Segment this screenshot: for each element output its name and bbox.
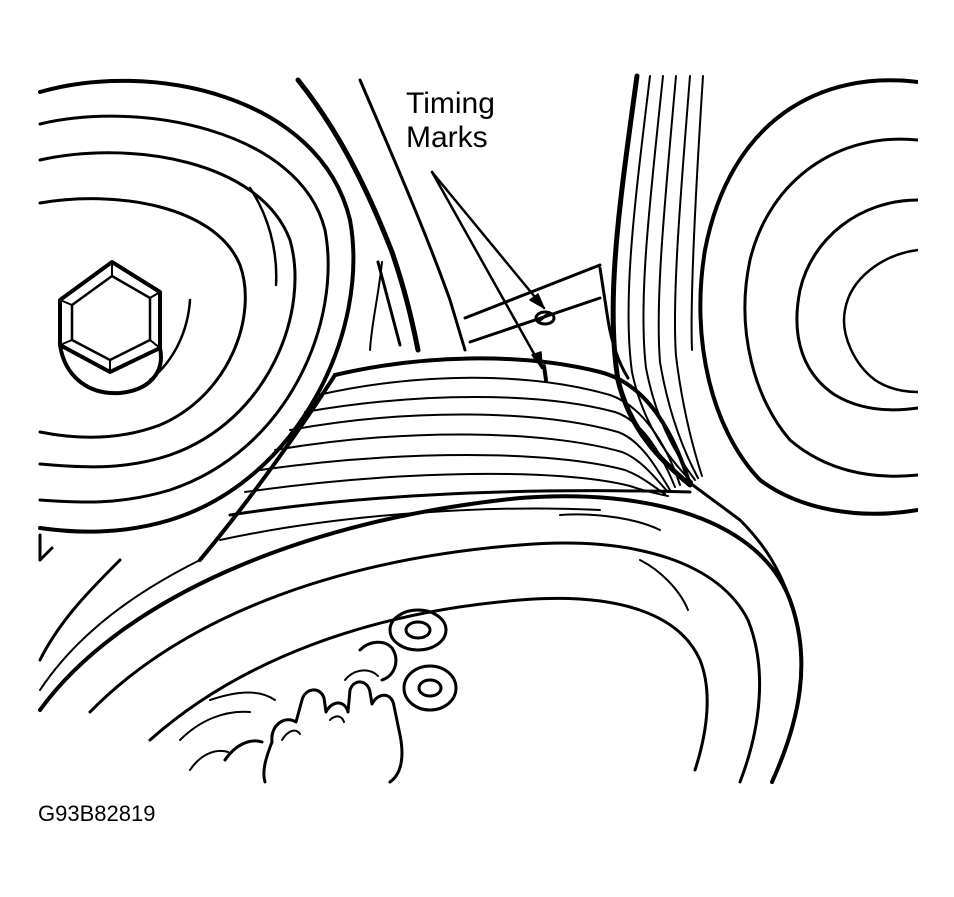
upper-left-pulley xyxy=(38,78,356,534)
right-belt-strand xyxy=(598,73,704,488)
callout-label-line2: Marks xyxy=(406,121,488,154)
crankshaft-pulley xyxy=(198,356,692,562)
callout-leader-lines xyxy=(430,170,546,370)
timing-pointer-shaft xyxy=(463,263,602,382)
timing-gear xyxy=(179,608,458,784)
lower-damper-pulley xyxy=(38,481,804,784)
callout-label-line1: Timing xyxy=(406,87,495,120)
left-belt-strand xyxy=(295,77,467,353)
figure-id: G93B82819 xyxy=(38,801,156,826)
hex-bolt xyxy=(58,260,163,396)
right-pulley xyxy=(698,78,918,516)
